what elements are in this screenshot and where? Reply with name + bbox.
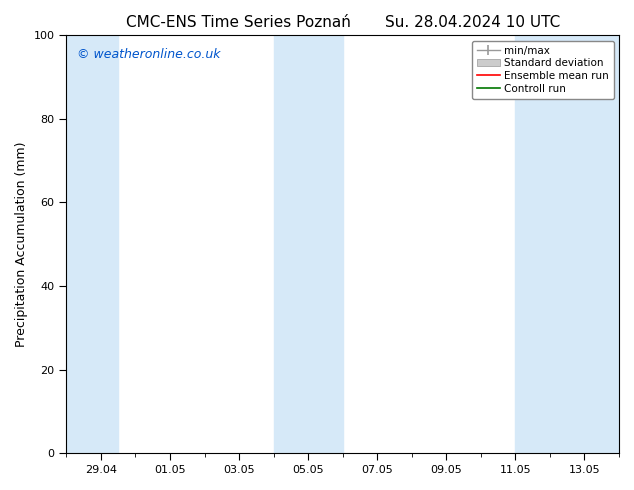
Bar bbox=[515, 35, 619, 453]
Bar bbox=[67, 35, 118, 453]
Title: CMC-ENS Time Series Poznań       Su. 28.04.2024 10 UTC: CMC-ENS Time Series Poznań Su. 28.04.202… bbox=[126, 15, 560, 30]
Bar bbox=[274, 35, 343, 453]
Y-axis label: Precipitation Accumulation (mm): Precipitation Accumulation (mm) bbox=[15, 142, 28, 347]
Text: © weatheronline.co.uk: © weatheronline.co.uk bbox=[77, 48, 221, 61]
Legend: min/max, Standard deviation, Ensemble mean run, Controll run: min/max, Standard deviation, Ensemble me… bbox=[472, 41, 614, 99]
